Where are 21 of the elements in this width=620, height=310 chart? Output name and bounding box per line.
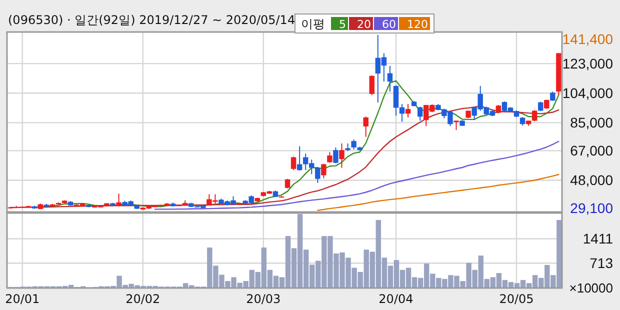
- text: 20: [357, 18, 371, 31]
- text: 5: [339, 18, 346, 31]
- y-tick-label: 67,000: [570, 142, 614, 159]
- legend-title: 이평: [301, 17, 325, 31]
- y-tick-label: 104,000: [562, 85, 614, 102]
- x-tick-label: 20/02: [126, 292, 160, 306]
- y-tick-label: 1411: [582, 230, 614, 247]
- text: 29,100: [570, 200, 614, 216]
- text: 120: [407, 18, 428, 31]
- x-tick-label: 20/04: [378, 292, 414, 306]
- y-axis-title: ×10000: [569, 280, 613, 296]
- text: 141,400: [562, 30, 614, 47]
- x-tick-label: 20/03: [246, 292, 281, 306]
- x-tick-label: 20/01: [5, 292, 40, 306]
- chart-title: (096530) · 일간(92일) 2019/12/27 ~ 2020/05/14: [8, 13, 296, 27]
- y-tick-label: 123,000: [562, 55, 614, 72]
- text: 60: [382, 18, 396, 31]
- y-tick-label: 48,000: [570, 172, 614, 188]
- y-tick-label: 85,000: [570, 114, 614, 131]
- y-tick-label: 713: [590, 255, 614, 272]
- x-tick-label: 20/05: [499, 292, 534, 306]
